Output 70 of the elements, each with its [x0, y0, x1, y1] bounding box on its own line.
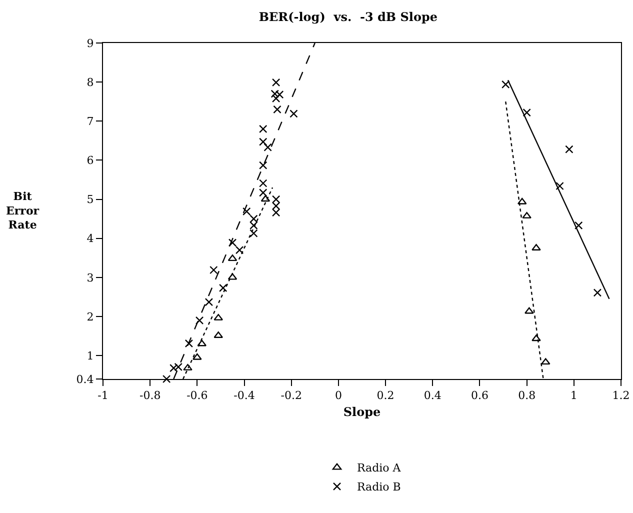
legend-label: Radio A — [357, 462, 402, 475]
x-axis-title: Slope — [343, 405, 381, 420]
point — [272, 78, 280, 87]
point — [502, 80, 510, 89]
point — [272, 202, 280, 210]
x-tick-label: 1.2 — [612, 389, 630, 402]
point — [290, 110, 298, 118]
point — [192, 353, 202, 360]
point — [183, 364, 192, 370]
point — [593, 288, 602, 297]
point — [517, 198, 527, 204]
point — [272, 195, 280, 204]
x-tick-label: 0.8 — [518, 389, 536, 402]
y-tick-label: 7 — [86, 114, 94, 128]
point — [541, 358, 550, 365]
y-axis-title: Bit Error Rate — [6, 190, 40, 232]
point — [565, 145, 574, 154]
x-tick-label: 0.4 — [424, 389, 442, 402]
point — [210, 266, 218, 274]
point — [522, 212, 532, 218]
legend-label: Radio B — [357, 480, 401, 494]
x-tick-label: -0.8 — [139, 389, 161, 402]
x-tick-label: -1 — [98, 389, 108, 402]
point — [184, 339, 194, 348]
point — [250, 229, 258, 238]
x-tick-label: 0.2 — [376, 389, 394, 402]
y-tick-label: 4 — [86, 232, 94, 246]
y-tick-label: 6 — [86, 154, 94, 168]
point — [259, 138, 268, 146]
point — [195, 316, 204, 324]
point — [228, 238, 237, 247]
y-tick-label: 1 — [86, 349, 94, 362]
point — [264, 143, 272, 152]
point — [214, 314, 224, 320]
point — [242, 207, 251, 216]
point — [235, 246, 244, 254]
point — [218, 284, 228, 292]
y-tick-label: 2 — [86, 310, 94, 324]
point — [260, 195, 270, 202]
point — [556, 182, 564, 190]
x-tick-label: -0.4 — [234, 389, 255, 402]
point — [532, 334, 541, 342]
y-tick-label: 0.4 — [76, 372, 94, 386]
point — [250, 221, 258, 230]
point — [522, 108, 531, 117]
chart-title: BER(-log) vs. -3 dB Slope — [258, 10, 438, 24]
x-tick-label: 0.6 — [470, 389, 488, 402]
point — [250, 214, 258, 223]
point — [272, 208, 280, 217]
point — [272, 94, 280, 103]
y-tick-label: 9 — [86, 36, 94, 50]
x-tick-label: 0 — [334, 389, 342, 402]
point — [259, 161, 268, 170]
point — [162, 374, 171, 384]
point — [273, 105, 282, 114]
y-tick-label: 5 — [86, 193, 94, 206]
y-tick-label: 8 — [86, 76, 94, 89]
point — [204, 298, 214, 306]
point — [228, 273, 238, 280]
point — [524, 307, 534, 314]
point — [259, 179, 268, 188]
x-tick-label: 1 — [570, 389, 578, 402]
point — [259, 124, 268, 134]
x-tick-label: -0.2 — [280, 389, 302, 402]
y-tick-label: 3 — [86, 271, 94, 284]
x-tick-label: -0.6 — [186, 389, 208, 402]
point — [228, 254, 238, 262]
point — [259, 188, 268, 197]
point — [574, 221, 583, 230]
point — [197, 340, 207, 346]
